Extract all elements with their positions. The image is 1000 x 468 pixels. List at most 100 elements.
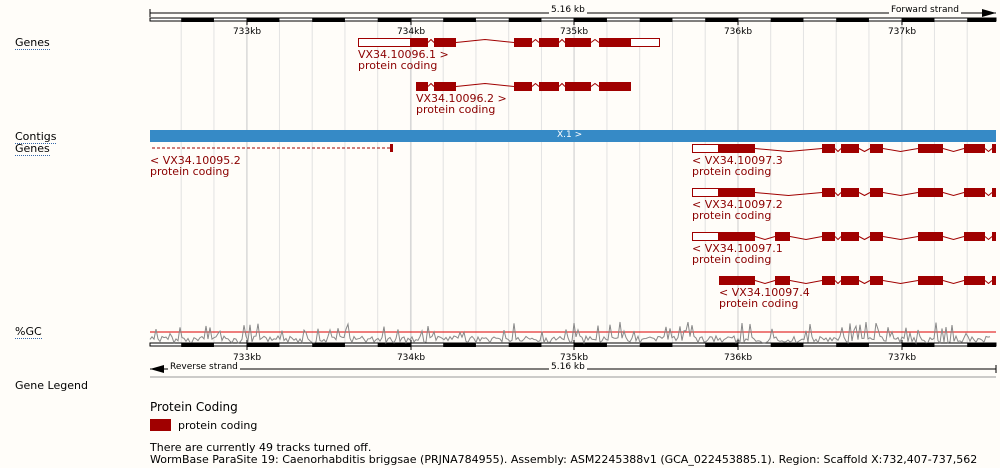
gene-label-vx34-10097-1[interactable]: < VX34.10097.1 protein coding: [692, 243, 783, 265]
ruler-segment-top: [246, 18, 280, 22]
coding-exon: [918, 144, 943, 153]
gene-label-vx34-10097-2[interactable]: < VX34.10097.2 protein coding: [692, 199, 783, 221]
utr-exon: [692, 232, 719, 241]
tick-label-bottom: 737kb: [887, 353, 917, 363]
utr-exon: [358, 38, 411, 47]
legend-heading: Protein Coding: [150, 400, 238, 414]
ruler-segment-bottom: [443, 343, 476, 347]
intron-line: [427, 38, 435, 43]
coding-exon: [822, 232, 835, 241]
intron-line: [984, 236, 993, 241]
intron-line: [942, 192, 965, 197]
gene-id: < VX34.10095.2: [150, 154, 241, 167]
coding-exon: [514, 82, 532, 91]
track-label-contigs[interactable]: Contigs: [15, 130, 57, 144]
intron-line: [455, 38, 515, 43]
coding-exon: [599, 38, 630, 47]
forward-strand-label: Forward strand: [889, 5, 961, 15]
intron-line: [942, 280, 965, 285]
coding-exon: [841, 144, 859, 153]
intron-line: [858, 280, 871, 285]
coding-exon: [841, 188, 859, 197]
tick-label-top: 737kb: [887, 27, 917, 37]
coding-exon: [918, 276, 943, 285]
ruler-segment-bottom: [508, 343, 542, 347]
gene-label-vx34-10097-4[interactable]: < VX34.10097.4 protein coding: [719, 287, 810, 309]
reverse-arrow-icon: [150, 365, 164, 373]
intron-line: [590, 82, 600, 87]
coding-exon: [434, 38, 456, 47]
coding-exon: [719, 276, 755, 285]
coding-exon: [992, 276, 996, 285]
intron-line: [531, 82, 540, 87]
coding-exon: [964, 188, 985, 197]
gene-biotype: protein coding: [692, 165, 772, 178]
intron-line: [834, 148, 842, 153]
intron-line: [834, 236, 842, 241]
intron-line: [942, 148, 965, 153]
coding-exon: [411, 38, 428, 47]
tick-label-bottom: 736kb: [723, 353, 753, 363]
coding-exon: [870, 188, 883, 197]
intron-line: [984, 280, 993, 285]
ruler-length-top: 5.16 kb: [549, 5, 587, 15]
ruler-segment-top: [705, 18, 738, 22]
ruler-segment-top: [508, 18, 542, 22]
ruler-segment-bottom: [770, 343, 804, 347]
coding-exon: [992, 232, 996, 241]
tick-label-bottom: 734kb: [396, 353, 426, 363]
intron-line: [858, 148, 871, 153]
gene-label-vx34-10096-2[interactable]: VX34.10096.2 > protein coding: [416, 93, 507, 115]
ruler-segment-top: [967, 18, 996, 22]
intron-line: [942, 236, 965, 241]
track-label-genes-forward[interactable]: Genes: [15, 36, 50, 50]
utr-exon: [630, 38, 660, 47]
gene-id: < VX34.10097.4: [719, 286, 810, 299]
tick-label-top: 733kb: [232, 27, 262, 37]
coding-exon: [719, 188, 755, 197]
gene-biotype: protein coding: [358, 59, 438, 72]
coding-exon: [964, 144, 985, 153]
gene-label-vx34-10096-1[interactable]: VX34.10096.1 > protein coding: [358, 49, 449, 71]
coding-exon: [434, 82, 456, 91]
track-label-genes-reverse[interactable]: Genes: [15, 142, 50, 156]
track-label-gc[interactable]: %GC: [15, 325, 42, 339]
tick-label-bottom: 735kb: [559, 353, 589, 363]
coding-exon: [918, 232, 943, 241]
tick-label-bottom: 733kb: [232, 353, 262, 363]
intron-line: [984, 192, 993, 197]
intron-line: [754, 148, 823, 153]
gene-label-vx34-10097-3[interactable]: < VX34.10097.3 protein coding: [692, 155, 783, 177]
coding-exon: [719, 144, 755, 153]
intron-line: [834, 280, 842, 285]
coding-exon: [539, 82, 559, 91]
coding-exon: [539, 38, 559, 47]
intron-line: [882, 148, 919, 153]
gene-label-vx34-10095-2[interactable]: < VX34.10095.2 protein coding: [150, 155, 241, 177]
intron-line: [455, 82, 515, 87]
intron-line: [754, 192, 823, 197]
ruler-length-bottom: 5.16 kb: [549, 362, 587, 372]
gene-id: VX34.10096.2 >: [416, 92, 507, 105]
ruler-segment-bottom: [181, 343, 214, 347]
gene-biotype: protein coding: [692, 253, 772, 266]
gc-trace: [149, 321, 991, 345]
gene-id: < VX34.10097.2: [692, 198, 783, 211]
intron-line: [984, 148, 993, 153]
contig-label[interactable]: X.1 >: [557, 130, 583, 140]
ruler-segment-bottom: [574, 343, 607, 347]
region-info: WormBase ParaSite 19: Caenorhabditis bri…: [150, 453, 978, 466]
coding-exon: [599, 82, 631, 91]
ruler-segment-bottom: [836, 343, 869, 347]
ruler-segment-top: [377, 18, 411, 22]
coding-exon: [870, 144, 883, 153]
ruler-segment-top: [770, 18, 804, 22]
coding-exon: [841, 276, 859, 285]
legend-item-label: protein coding: [178, 419, 258, 432]
intron-line: [590, 38, 600, 43]
coding-exon: [964, 276, 985, 285]
intron-line: [882, 280, 919, 285]
intron-line: [882, 192, 919, 197]
utr-exon: [692, 144, 719, 153]
